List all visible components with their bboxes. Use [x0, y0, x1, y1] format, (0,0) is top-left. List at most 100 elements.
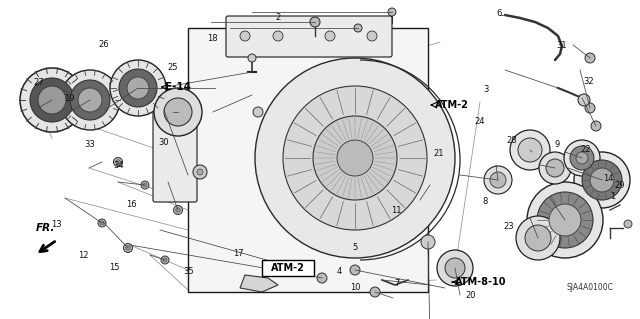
Circle shape	[578, 94, 590, 106]
FancyBboxPatch shape	[226, 16, 392, 57]
Text: 16: 16	[126, 200, 136, 209]
Text: 34: 34	[113, 161, 124, 170]
Circle shape	[527, 182, 603, 258]
Text: ATM-2: ATM-2	[271, 263, 305, 273]
Text: ATM-2: ATM-2	[435, 100, 469, 110]
Circle shape	[154, 88, 202, 136]
Circle shape	[113, 158, 122, 167]
Circle shape	[70, 80, 110, 120]
Text: 32: 32	[584, 77, 594, 86]
Text: 10: 10	[350, 283, 360, 292]
Circle shape	[490, 172, 506, 188]
Circle shape	[367, 31, 377, 41]
Text: 19: 19	[64, 94, 74, 103]
Text: 9: 9	[554, 140, 559, 149]
Circle shape	[591, 121, 601, 131]
Circle shape	[585, 103, 595, 113]
Circle shape	[20, 68, 84, 132]
Text: ATM-8-10: ATM-8-10	[455, 277, 506, 287]
Polygon shape	[240, 275, 278, 292]
Text: 27: 27	[33, 78, 44, 87]
Circle shape	[574, 152, 630, 208]
Circle shape	[546, 159, 564, 177]
Text: 14: 14	[603, 174, 613, 183]
Text: 15: 15	[109, 263, 119, 272]
Text: 6: 6	[497, 9, 502, 18]
Circle shape	[421, 235, 435, 249]
Text: 28: 28	[507, 137, 517, 145]
Text: 30: 30	[158, 138, 168, 147]
Circle shape	[564, 140, 600, 176]
FancyBboxPatch shape	[153, 108, 197, 202]
Text: 29: 29	[614, 181, 625, 190]
Text: 33: 33	[84, 140, 95, 149]
Circle shape	[310, 17, 320, 27]
Circle shape	[78, 88, 102, 112]
Text: 18: 18	[207, 34, 218, 43]
Circle shape	[141, 181, 149, 189]
Circle shape	[539, 152, 571, 184]
Text: 7: 7	[394, 279, 399, 288]
Circle shape	[337, 140, 373, 176]
Text: 26: 26	[99, 40, 109, 48]
Circle shape	[313, 116, 397, 200]
Circle shape	[273, 31, 283, 41]
Circle shape	[370, 287, 380, 297]
Circle shape	[570, 146, 594, 170]
Circle shape	[248, 54, 256, 62]
Text: 8: 8	[483, 197, 488, 206]
Circle shape	[124, 243, 132, 253]
Circle shape	[518, 138, 542, 162]
Text: 35: 35	[184, 267, 194, 276]
Text: SJA4A0100C: SJA4A0100C	[566, 284, 613, 293]
Circle shape	[549, 204, 581, 236]
Circle shape	[197, 169, 203, 175]
Circle shape	[116, 160, 120, 164]
Circle shape	[119, 69, 157, 107]
Circle shape	[537, 192, 593, 248]
Circle shape	[98, 219, 106, 227]
Text: 2: 2	[276, 13, 281, 22]
Circle shape	[510, 130, 550, 170]
Text: 22: 22	[580, 145, 591, 154]
Text: 20: 20	[465, 291, 476, 300]
Circle shape	[317, 273, 327, 283]
Text: E-14: E-14	[165, 82, 191, 92]
Circle shape	[283, 86, 427, 230]
Circle shape	[325, 31, 335, 41]
Circle shape	[30, 78, 74, 122]
Text: 25: 25	[168, 63, 178, 72]
Circle shape	[350, 265, 360, 275]
Circle shape	[585, 53, 595, 63]
Text: FR.: FR.	[35, 223, 54, 233]
Circle shape	[193, 165, 207, 179]
Circle shape	[516, 216, 560, 260]
Circle shape	[590, 168, 614, 192]
Polygon shape	[188, 28, 428, 292]
Text: 23: 23	[504, 222, 514, 231]
Circle shape	[125, 246, 131, 250]
Circle shape	[484, 166, 512, 194]
Circle shape	[582, 160, 622, 200]
Circle shape	[624, 220, 632, 228]
Circle shape	[38, 86, 66, 114]
Text: 13: 13	[51, 220, 61, 229]
Circle shape	[173, 205, 182, 214]
Text: 24: 24	[475, 117, 485, 126]
Circle shape	[253, 107, 263, 117]
Text: 12: 12	[78, 251, 88, 260]
Circle shape	[240, 31, 250, 41]
Circle shape	[445, 258, 465, 278]
FancyBboxPatch shape	[262, 260, 314, 276]
Circle shape	[143, 183, 147, 187]
Text: 5: 5	[353, 243, 358, 252]
Circle shape	[163, 258, 167, 262]
Circle shape	[437, 250, 473, 286]
Circle shape	[525, 225, 551, 251]
Circle shape	[176, 208, 180, 212]
Circle shape	[127, 77, 149, 99]
Text: 3: 3	[484, 85, 489, 94]
Text: 21: 21	[433, 149, 444, 158]
Circle shape	[100, 221, 104, 225]
Text: 1: 1	[610, 192, 615, 201]
